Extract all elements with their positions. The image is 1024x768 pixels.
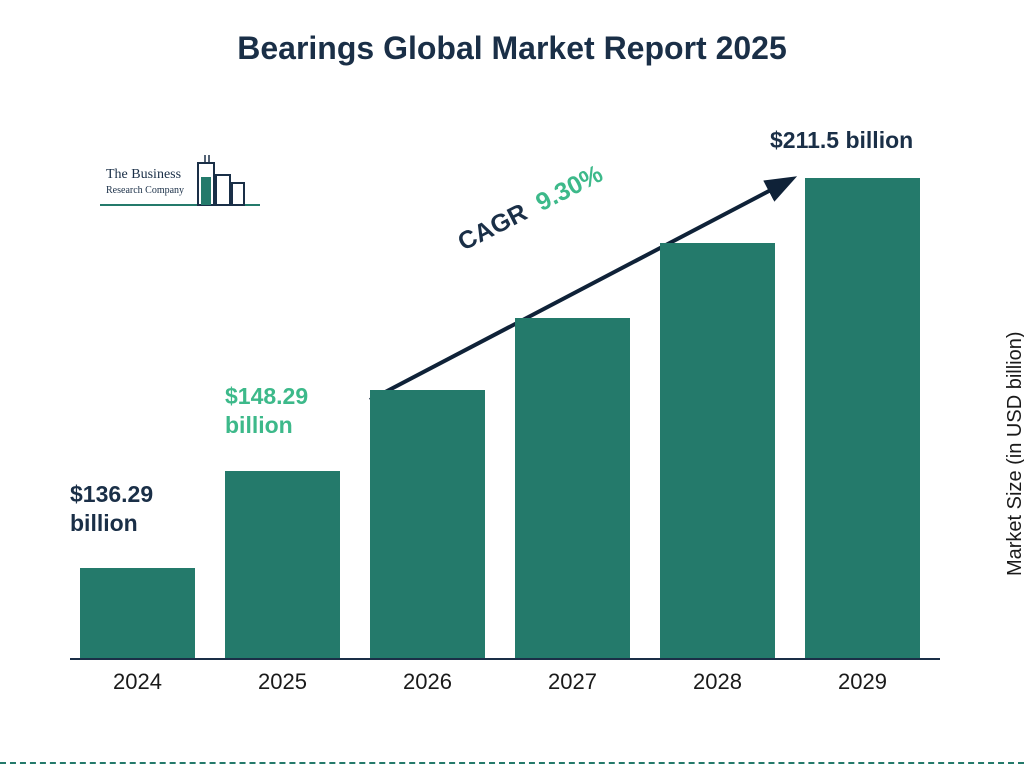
- x-label-2026: 2026: [370, 669, 485, 695]
- bar-2025: [225, 471, 340, 658]
- x-label-2024: 2024: [80, 669, 195, 695]
- bar-2027: [515, 318, 630, 658]
- x-label-2027: 2027: [515, 669, 630, 695]
- cagr-text: CAGR: [453, 198, 531, 256]
- x-label-2028: 2028: [660, 669, 775, 695]
- bar-2029: [805, 178, 920, 658]
- cagr-value: 9.30%: [531, 160, 607, 217]
- footer-divider: [0, 762, 1024, 764]
- value-label-2024: $136.29billion: [70, 480, 153, 538]
- bar-2024: [80, 568, 195, 658]
- y-axis-label: Market Size (in USD billion): [1005, 332, 1024, 577]
- value-label-2029: $211.5 billion: [770, 126, 913, 155]
- cagr-label: CAGR 9.30%: [453, 160, 607, 258]
- page-title: Bearings Global Market Report 2025: [0, 30, 1024, 67]
- value-label-2025: $148.29billion: [225, 382, 308, 440]
- x-label-2029: 2029: [805, 669, 920, 695]
- x-label-2025: 2025: [225, 669, 340, 695]
- chart-baseline: [70, 658, 940, 660]
- bar-2026: [370, 390, 485, 658]
- bar-2028: [660, 243, 775, 658]
- bar-chart: CAGR 9.30% 2024 2025 2026 2027 2028 2029 $136.…: [70, 100, 940, 700]
